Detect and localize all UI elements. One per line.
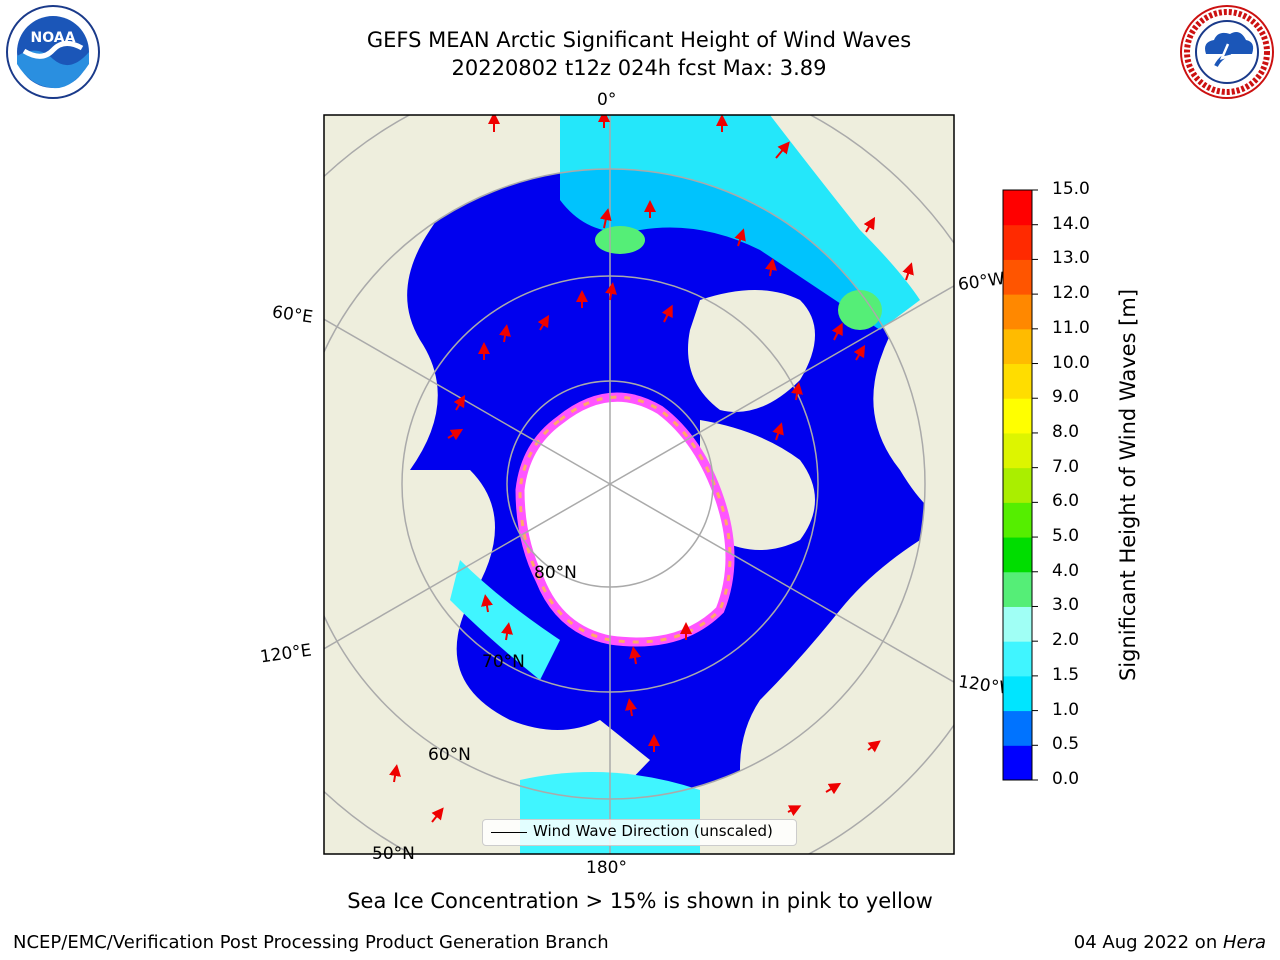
colorbar-segment — [1003, 641, 1032, 677]
caption: Sea Ice Concentration > 15% is shown in … — [347, 889, 933, 913]
colorbar-segment — [1003, 294, 1032, 330]
colorbar-tick-label: 12.0 — [1052, 283, 1090, 304]
siberia-land — [324, 470, 650, 854]
sea-ice-edge-inner — [518, 395, 732, 644]
colorbar-segment — [1003, 675, 1032, 712]
colorbar-tick-label: 8.0 — [1052, 421, 1080, 442]
colorbar-tick-label: 10.0 — [1052, 352, 1090, 373]
colorbar-segment — [1003, 363, 1032, 399]
lat-label-80: 80°N — [534, 563, 577, 583]
legend-line-sample — [491, 832, 527, 833]
colorbar-segment — [1003, 571, 1032, 607]
colorbar-segment — [1003, 259, 1032, 295]
colorbar-tick-label: 0.0 — [1052, 769, 1080, 789]
lon-label-0: 0° — [597, 90, 617, 110]
colorbar-segment — [1003, 710, 1032, 746]
colorbar-tick-label: 14.0 — [1052, 213, 1090, 234]
lat-label-50: 50°N — [372, 844, 415, 864]
colorbar-tick-label: 3.0 — [1052, 595, 1080, 616]
legend-text: Wind Wave Direction (unscaled) — [533, 822, 773, 840]
colorbar-tick-label: 7.0 — [1052, 456, 1080, 477]
map-frame — [323, 114, 955, 855]
wind-arrows — [389, 115, 914, 823]
footer-date-text: 04 Aug 2022 on — [1073, 932, 1223, 953]
central-ice-free-zone — [520, 397, 730, 642]
colorbar-tick-label: 6.0 — [1052, 491, 1080, 512]
colorbar-segment — [1003, 745, 1032, 781]
wave-band-laptev — [450, 560, 560, 680]
lat-label-60: 60°N — [428, 745, 471, 765]
colorbar-segment — [1003, 398, 1032, 434]
colorbar-segment — [1003, 224, 1032, 260]
footer-date: 04 Aug 2022 on Hera — [1074, 932, 1266, 953]
scandinavia-land — [324, 115, 500, 470]
colorbar-segment — [1003, 328, 1032, 365]
wave-max-spot — [838, 290, 882, 330]
footer-host: Hera — [1222, 932, 1266, 953]
colorbar-segment — [1003, 502, 1032, 538]
svg-text:NOAA: NOAA — [31, 30, 76, 46]
colorbar-segment — [1003, 606, 1032, 642]
colorbar-label: Significant Height of Wind Waves [m] — [1116, 288, 1140, 682]
svalbard-land — [688, 290, 815, 412]
noaa-logo: NOAA — [6, 5, 100, 99]
colorbar-frame — [1002, 189, 1033, 781]
colorbar-segment — [1003, 467, 1032, 503]
colorbar-tick-label: 0.5 — [1052, 734, 1080, 755]
lon-label-180: 180° — [586, 858, 627, 878]
north-america-land — [740, 520, 954, 854]
colorbar-tick-label: 1.5 — [1052, 664, 1080, 685]
colorbar-segment — [1003, 432, 1032, 469]
lat-label-70: 70°N — [482, 652, 525, 672]
colorbar-tick-label: 2.0 — [1052, 630, 1080, 651]
colorbar-tick-label: 11.0 — [1052, 317, 1090, 338]
nws-logo — [1180, 5, 1274, 99]
map-legend: Wind Wave Direction (unscaled) — [482, 819, 797, 846]
colorbar-tick-label: 1.0 — [1052, 699, 1080, 720]
colorbar-tick-label: 13.0 — [1052, 248, 1090, 269]
colorbar-tick-label: 5.0 — [1052, 526, 1080, 547]
colorbar-segment — [1003, 190, 1032, 226]
colorbar-tick-label: 15.0 — [1052, 179, 1090, 199]
colorbar-tick-label: 9.0 — [1052, 387, 1080, 408]
title-line-1: GEFS MEAN Arctic Significant Height of W… — [366, 28, 912, 52]
greenland-land — [873, 250, 954, 520]
chart-title: GEFS MEAN Arctic Significant Height of W… — [0, 26, 1278, 82]
colorbar-segment — [1003, 537, 1032, 573]
wave-spot-2 — [595, 226, 645, 254]
footer-credit: NCEP/EMC/Verification Post Processing Pr… — [13, 932, 609, 953]
wave-band-atlantic — [560, 115, 920, 330]
colorbar-tick-label: 4.0 — [1052, 560, 1080, 581]
title-line-2: 20220802 t12z 024h fcst Max: 3.89 — [451, 56, 827, 80]
